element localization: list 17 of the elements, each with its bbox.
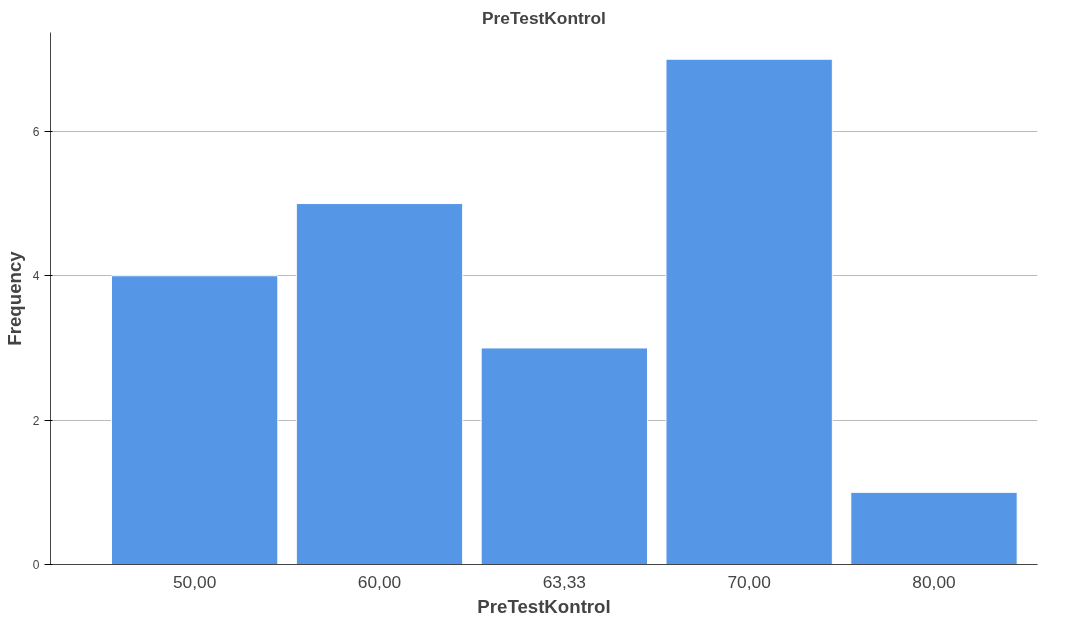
x-tick-label: 60,00 [357, 571, 402, 592]
chart-title: PreTestKontrol [482, 7, 606, 28]
x-tick-label: 70,00 [727, 571, 771, 592]
bar [110, 275, 279, 565]
y-axis-title: Frequency [3, 250, 25, 346]
bar [665, 58, 833, 565]
bar [850, 491, 1018, 565]
y-tick-label: 2 [32, 413, 40, 428]
bar [295, 203, 464, 565]
y-tick-label: 4 [32, 269, 40, 284]
y-tick-label: 0 [32, 558, 40, 572]
x-axis-title: PreTestKontrol [477, 595, 611, 617]
x-tick-label: 50,00 [172, 571, 217, 592]
x-tick-label: 63,33 [542, 571, 587, 592]
y-tick-label: 6 [32, 124, 40, 139]
x-tick-label: 80,00 [912, 571, 956, 592]
bar [480, 347, 649, 565]
